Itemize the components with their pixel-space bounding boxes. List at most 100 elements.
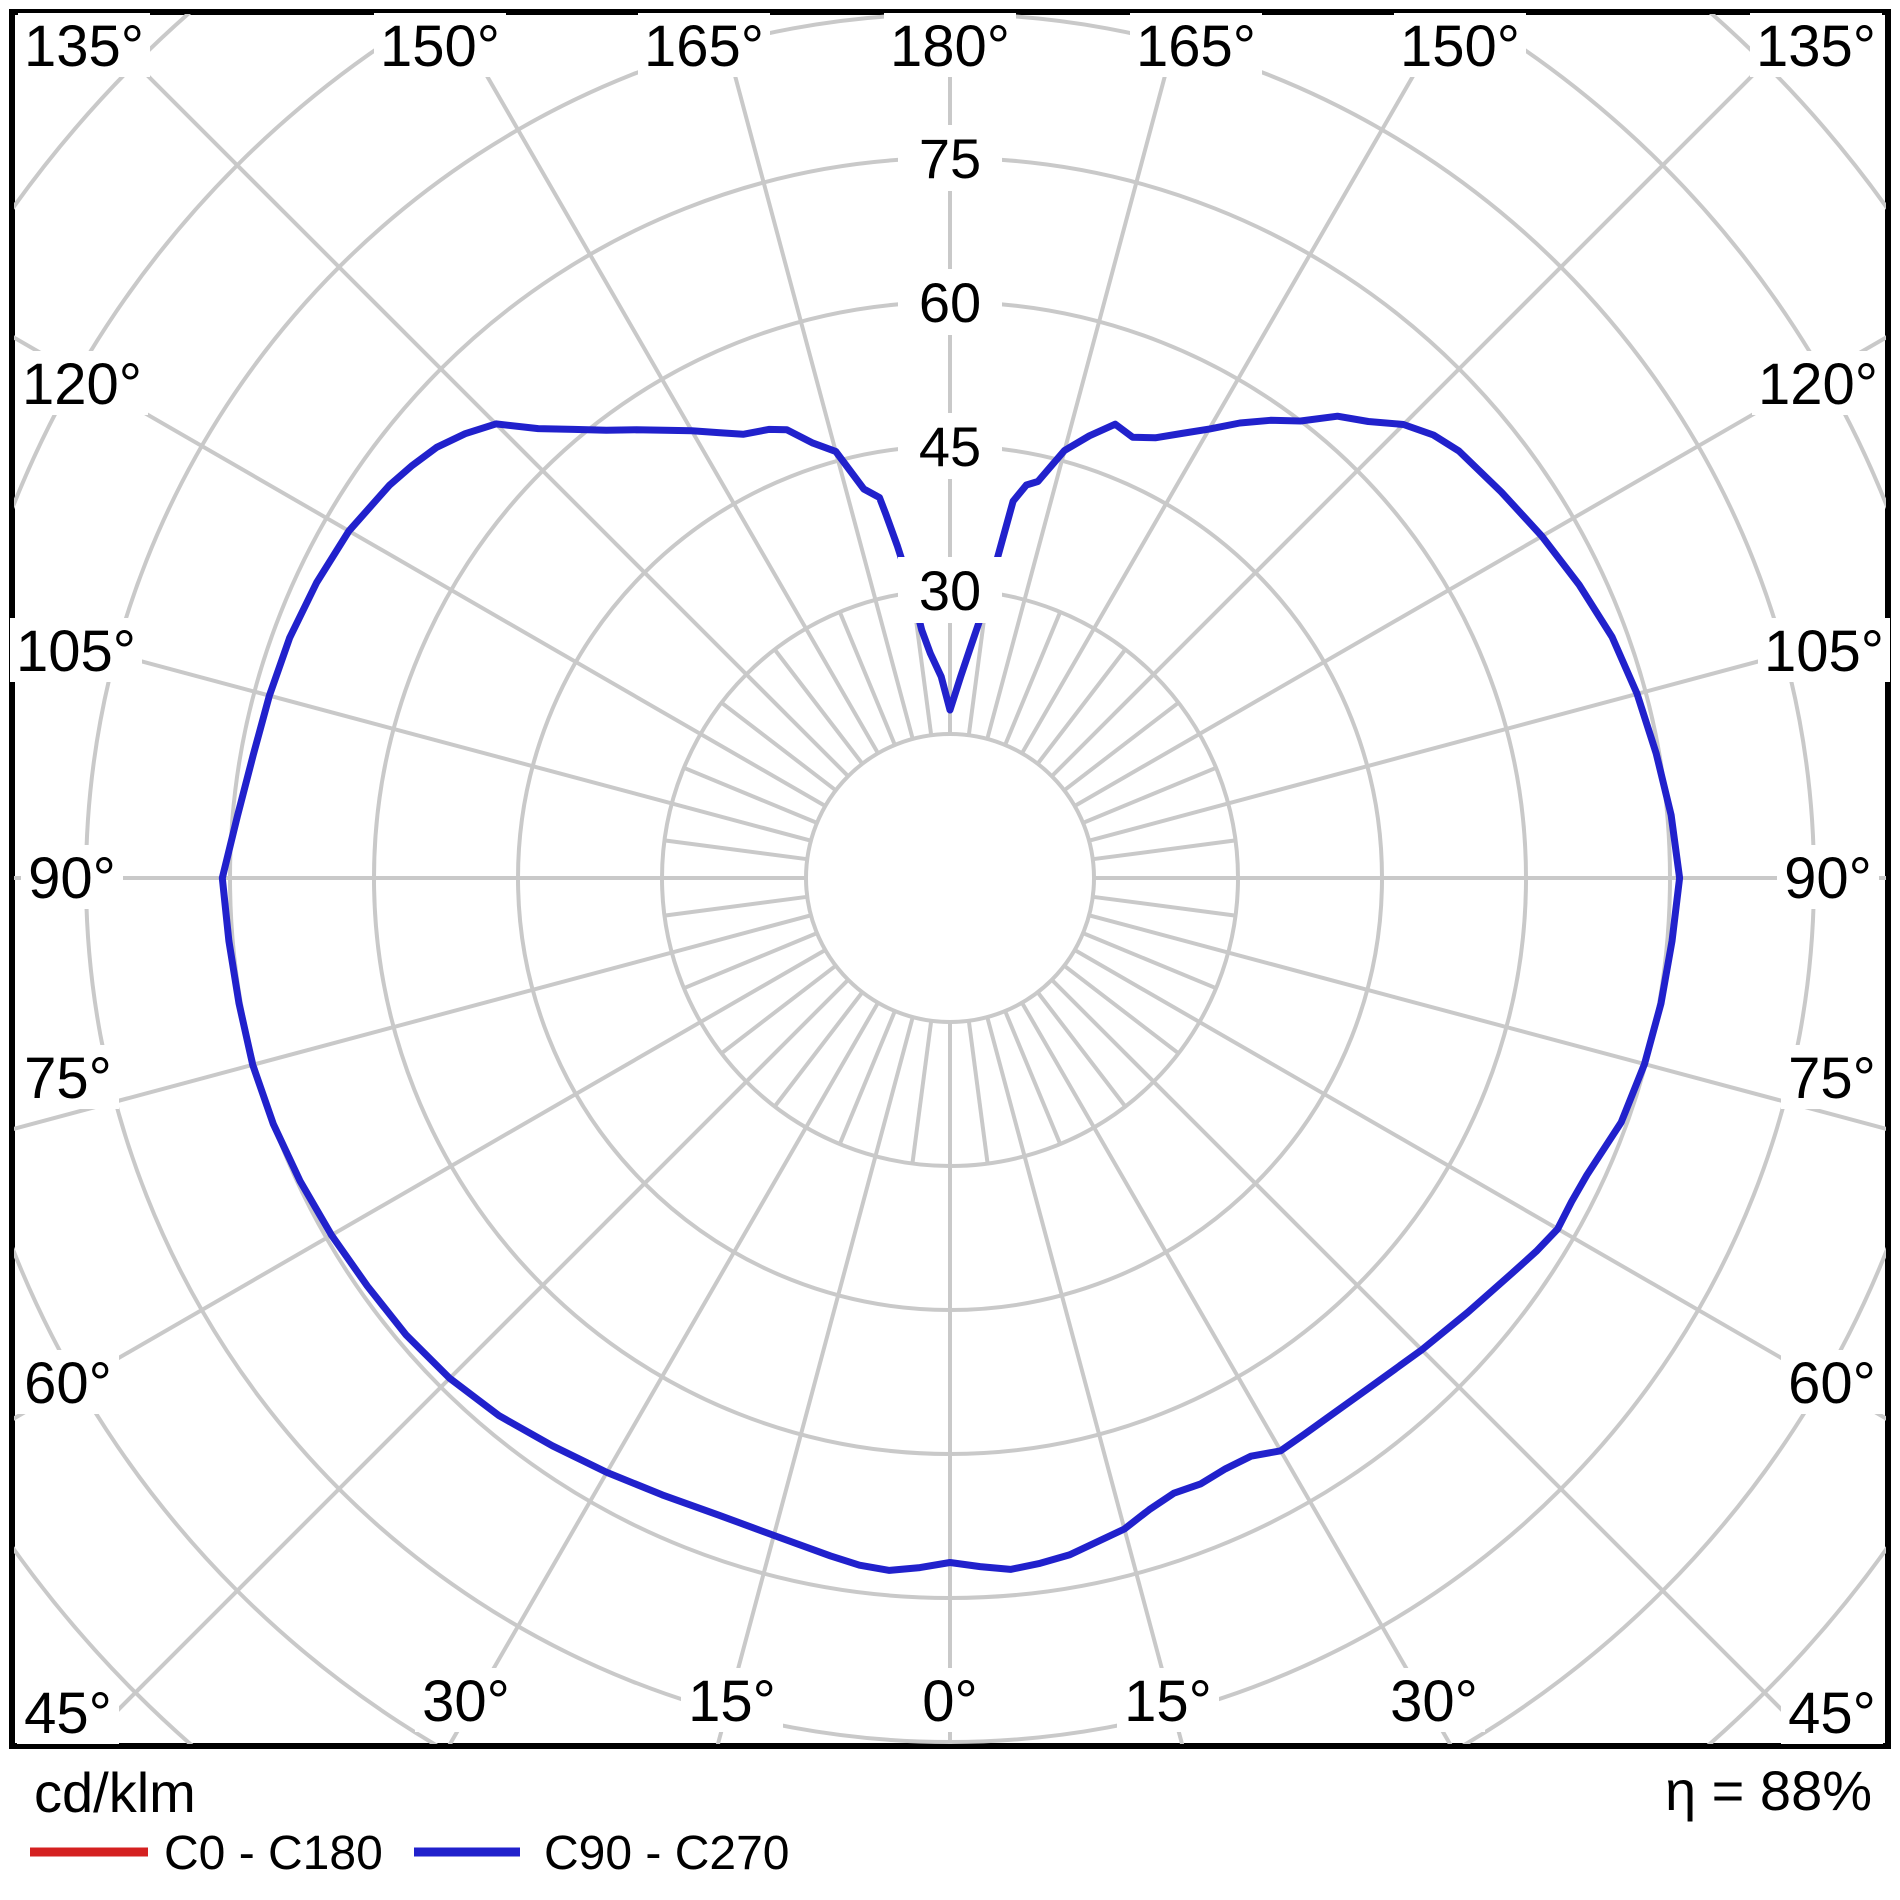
angle-label-bg [17,1680,119,1744]
angle-label: 75° [1788,1046,1876,1111]
legend-label-c90-c270: C90 - C270 [544,1827,789,1880]
angle-label: 75° [24,1046,112,1111]
grid-spoke-major [1020,1001,1453,1744]
angle-label: 120° [22,352,142,417]
angle-label: 150° [380,14,500,79]
angle-label-bg [638,13,770,77]
angle-label-bg [374,13,506,77]
angle-label-bg [1781,1045,1883,1109]
angle-label: 120° [1758,352,1878,417]
grid-spoke-major [14,335,827,808]
angle-label-bg [16,351,148,415]
grid-spoke-minor [1063,701,1180,792]
c90-c270-curve [218,412,1684,1574]
ring-label: 30 [919,559,981,622]
ring-label-bg [898,125,1002,191]
grid-spoke-major [1088,625,1886,843]
grid-spoke-minor [773,991,864,1108]
grid-spoke-major [14,948,827,1421]
ring-label: 60 [919,271,981,334]
grid-spoke-major [83,14,850,778]
angle-label-bg [415,1668,517,1732]
ring-label-bg [898,413,1002,479]
grid-spoke-minor [720,701,837,792]
angle-label-bg [17,1045,119,1109]
angle-label: 0° [922,1669,977,1734]
ring-label: 75 [919,127,981,190]
angle-label-bg [1394,13,1526,77]
angle-label-bg [1752,351,1884,415]
angle-label: 90° [1784,846,1872,911]
angle-label-bg [1130,13,1262,77]
angle-label-bg [1750,13,1882,77]
grid-spoke-minor [664,838,808,862]
grid-spoke-minor [683,765,818,825]
angle-label: 30° [1390,1669,1478,1734]
grid-spoke-major [1050,978,1819,1744]
grid-spoke-minor [1036,648,1127,765]
angle-label: 45° [1788,1681,1876,1746]
legend-label-c0-c180: C0 - C180 [164,1827,383,1880]
grid-spoke-major [985,1016,1185,1744]
angle-label-bg [1781,1680,1883,1744]
angle-label-bg [21,845,123,909]
angle-label: 105° [16,619,136,684]
angle-label-bg [914,1668,986,1732]
units-label: cd/klm [34,1761,196,1824]
angle-label-bg [1117,1668,1219,1732]
curves [218,412,1684,1574]
grid-spoke-minor [1003,1010,1063,1145]
grid-spoke-major [448,14,880,755]
angle-label: 45° [24,1681,112,1746]
angle-label: 15° [688,1669,776,1734]
angle-label: 90° [28,846,116,911]
footer: cd/klm η = 88% C0 - C180 C90 - C270 [30,1759,1872,1880]
angle-label: 135° [24,14,144,79]
grid-spoke-minor [1092,838,1236,862]
angle-label: 165° [644,14,764,79]
grid-spoke-minor [837,1010,897,1145]
angle-label: 30° [422,1669,510,1734]
angle-label-bg [10,618,142,682]
angle-label-bg [1777,845,1879,909]
grid-spoke-major [447,1001,880,1744]
ring-label-bg [898,557,1002,623]
legend: C0 - C180 C90 - C270 [30,1827,789,1880]
grid-spoke-major [14,625,812,843]
angle-label-bg [1383,1668,1485,1732]
angle-label: 60° [1788,1351,1876,1416]
angle-label-bg [884,13,1016,77]
angle-label: 105° [1764,619,1884,684]
angle-label-bg [1781,1350,1883,1414]
grid-spoke-minor [1082,765,1217,825]
grid-spoke-minor [1082,931,1217,991]
grid-spoke-major [985,14,1184,740]
ring-label-bg [898,269,1002,335]
axis-labels: 30 45 60 75 180° 165° 165° 150° 150° 135° 135° 120°… [10,13,1890,1746]
angle-label-bg [18,13,150,77]
ring-label: 45 [919,415,981,478]
grid-spoke-minor [1003,611,1063,746]
angle-label: 180° [890,14,1010,79]
grid-spoke-minor [837,611,897,746]
grid-spoke-minor [1092,894,1236,918]
grid-spoke-minor [910,1020,934,1164]
grid-spoke-minor [664,894,808,918]
angle-label-bg [681,1668,783,1732]
grid-spoke-major [81,978,850,1744]
angle-label: 165° [1136,14,1256,79]
grid-spoke-minor [1036,991,1127,1108]
grid-spoke-minor [683,931,818,991]
grid-spoke-minor [773,648,864,765]
grid-spoke-major [1050,14,1817,778]
grid-spoke-major [716,14,915,740]
grid-spoke-minor [720,964,837,1055]
angle-label: 135° [1756,14,1876,79]
angle-label-bg [1758,618,1890,682]
grid-spoke-major [715,1016,915,1744]
angle-label: 15° [1124,1669,1212,1734]
angle-label-bg [17,1350,119,1414]
grid-spoke-minor [966,1020,990,1164]
